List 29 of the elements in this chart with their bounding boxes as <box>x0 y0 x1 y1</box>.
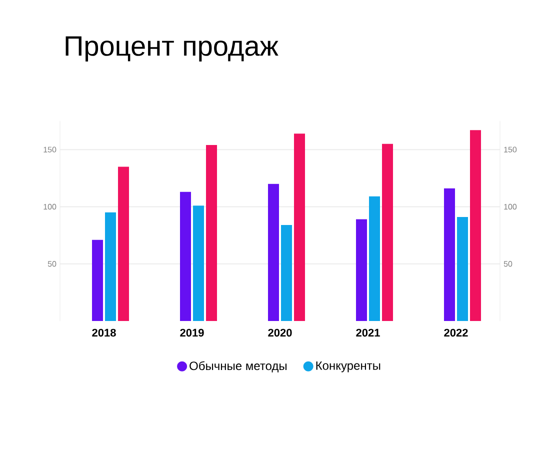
bar <box>193 206 204 321</box>
x-tick-label: 2021 <box>356 328 380 337</box>
legend-label: Обычные методы <box>190 361 286 372</box>
x-tick-label: 2018 <box>92 328 116 337</box>
y2-tick-label: 150 <box>504 146 517 152</box>
y-tick-label: 50 <box>48 261 56 267</box>
bar <box>470 130 481 321</box>
x-tick-label: 2019 <box>180 328 204 337</box>
bar <box>281 225 292 321</box>
x-tick-label: 2020 <box>268 328 292 337</box>
bar <box>369 196 380 321</box>
bar <box>92 240 104 321</box>
y-tick-label: 150 <box>44 146 56 152</box>
bar <box>118 166 130 321</box>
bar <box>180 192 191 321</box>
chart-title: Процент продаж <box>66 36 278 62</box>
bar <box>444 188 455 321</box>
bar <box>268 184 279 321</box>
bar <box>105 212 116 321</box>
legend-label: Конкуренты <box>316 361 380 372</box>
bar <box>356 219 367 321</box>
x-tick-label: 2022 <box>444 328 468 337</box>
bar <box>206 145 218 321</box>
y-tick-label: 100 <box>44 204 56 210</box>
bar <box>457 217 468 321</box>
y2-tick-label: 100 <box>504 204 517 210</box>
bar <box>294 134 305 321</box>
bar <box>382 144 393 321</box>
y2-tick-label: 50 <box>504 261 512 267</box>
